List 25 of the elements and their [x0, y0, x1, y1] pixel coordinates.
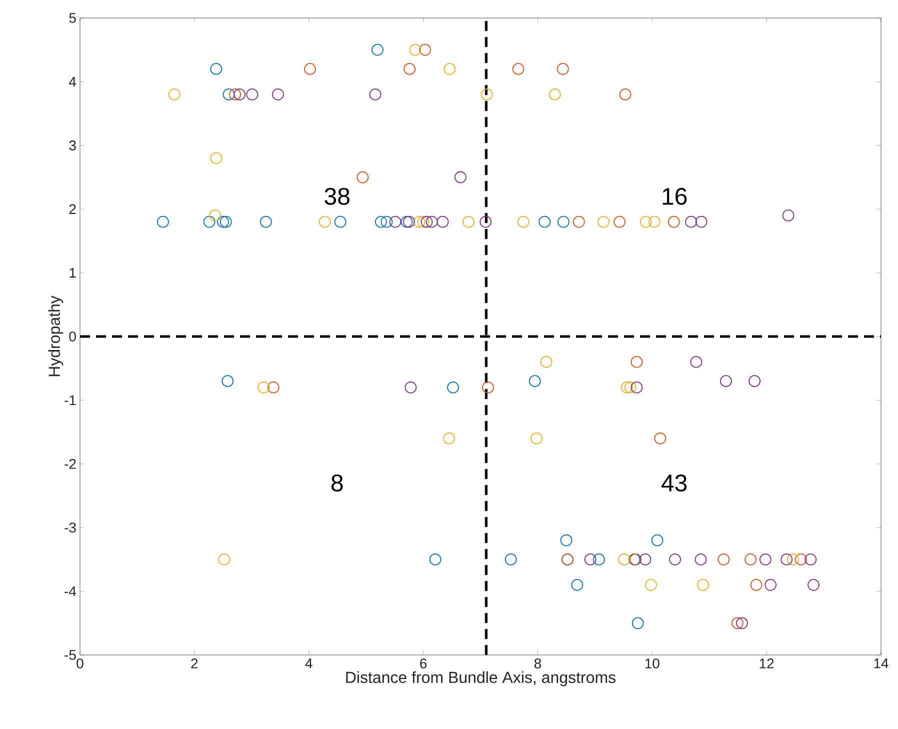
- x-tick-label: 8: [534, 658, 542, 668]
- x-tick-label: 14: [874, 658, 888, 668]
- x-tick-label: 12: [760, 658, 774, 668]
- x-tick-label: 0: [76, 658, 84, 668]
- x-axis-title: Distance from Bundle Axis, angstroms: [346, 671, 616, 686]
- y-tick-label: -5: [64, 650, 76, 660]
- x-tick-label: 10: [645, 658, 660, 668]
- y-tick-label: -1: [64, 395, 76, 406]
- y-axis-title: Hydropathy: [48, 296, 64, 376]
- y-tick-label: -4: [64, 586, 76, 596]
- x-tick-label: 2: [191, 658, 198, 668]
- y-tick-label: 0: [69, 332, 76, 342]
- y-tick-label: 2: [69, 204, 76, 214]
- y-tick-label: 5: [69, 13, 76, 23]
- y-tick-label: 1: [70, 268, 76, 278]
- x-tick-label: 4: [305, 658, 312, 668]
- annotation: 38: [324, 188, 350, 205]
- y-tick-label: 4: [69, 76, 76, 87]
- y-tick-label: -3: [64, 522, 76, 533]
- annotation: 43: [662, 474, 687, 492]
- y-tick-label: -2: [64, 458, 76, 469]
- x-tick-label: 6: [420, 658, 427, 668]
- y-tick-label: 3: [69, 140, 76, 150]
- annotation: 16: [662, 188, 687, 205]
- annotation: 8: [331, 474, 343, 492]
